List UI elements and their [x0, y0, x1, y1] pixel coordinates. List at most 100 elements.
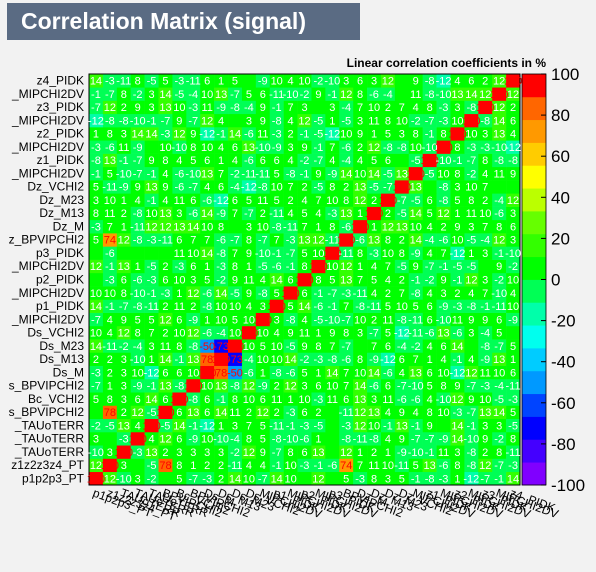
heatmap-cell — [339, 246, 354, 260]
heatmap-cell — [228, 233, 243, 247]
heatmap-cell — [478, 299, 493, 313]
heatmap-cell — [297, 431, 312, 446]
heatmap-cell — [172, 325, 187, 340]
cell-value-label: -2 — [494, 275, 504, 287]
cell-value-label: 5 — [260, 434, 266, 446]
heatmap-cell — [102, 471, 118, 486]
heatmap-cell — [116, 378, 132, 393]
heatmap-cell — [492, 312, 507, 327]
cell-value-label: -1 — [439, 261, 449, 273]
cell-value-label: 8 — [121, 89, 127, 101]
heatmap-cell — [325, 87, 340, 101]
heatmap-cell — [422, 193, 437, 207]
heatmap-cell — [408, 431, 423, 446]
cell-value-label: 7 — [399, 102, 405, 114]
heatmap-cell — [283, 325, 298, 340]
heatmap-cell — [158, 153, 173, 168]
heatmap-cell — [158, 113, 173, 128]
cell-value-label: 3 — [371, 76, 377, 88]
heatmap-cell — [214, 233, 229, 247]
cell-value-label: 7 — [385, 261, 391, 273]
cell-value-label: -6 — [105, 248, 115, 260]
cell-value-label: -4 — [230, 434, 240, 446]
cell-value-label: 3 — [190, 275, 196, 287]
cell-value-label: 10 — [326, 195, 338, 207]
heatmap-cell — [339, 378, 354, 393]
heatmap-cell — [450, 471, 465, 486]
cell-value-label: -6 — [369, 381, 379, 393]
cell-value-label: 12 — [340, 447, 352, 459]
heatmap-cell — [367, 100, 382, 115]
heatmap-cell — [436, 166, 451, 181]
cell-value-label: 12 — [118, 235, 130, 247]
cell-value-label: -11 — [186, 76, 201, 88]
cell-value-label: -8 — [508, 155, 518, 167]
cell-value-label: 2 — [162, 328, 168, 340]
cell-value-label: -10 — [491, 142, 507, 154]
heatmap-cell — [339, 365, 354, 380]
heatmap-cell — [241, 87, 257, 101]
heatmap-cell — [422, 219, 437, 234]
cell-value-label: 3 — [496, 420, 502, 432]
heatmap-cell — [200, 339, 215, 353]
heatmap-cell — [255, 193, 271, 207]
heatmap-cell — [367, 74, 382, 88]
heatmap-cell — [450, 339, 465, 353]
cell-value-label: 3 — [399, 129, 405, 141]
cell-value-label: 12 — [479, 460, 491, 472]
heatmap-cell — [186, 206, 201, 221]
heatmap-cell — [353, 113, 368, 128]
heatmap-cell — [255, 445, 271, 459]
cell-value-label: 11 — [257, 195, 268, 207]
heatmap-cell — [464, 193, 479, 207]
cell-value-label: 4 — [204, 182, 210, 194]
cell-value-label: 9 — [510, 168, 516, 180]
heatmap-cell — [408, 87, 423, 101]
cell-value-label: -8 — [425, 89, 435, 101]
heatmap-cell — [172, 219, 187, 234]
cell-value-label: 2 — [399, 235, 405, 247]
cell-value-label: 6 — [176, 314, 182, 326]
heatmap-cell — [269, 405, 284, 420]
cell-value-label: 2 — [371, 447, 377, 459]
cell-value-label: -3 — [369, 248, 379, 260]
heatmap-cell — [478, 100, 493, 115]
cell-value-label: -6 — [244, 155, 254, 167]
cell-value-label: 9 — [162, 182, 168, 194]
heatmap-cell — [130, 233, 145, 247]
heatmap-cell — [492, 418, 507, 433]
heatmap-cell — [394, 219, 410, 234]
cell-value-label: 11 — [438, 447, 449, 459]
heatmap-cell — [186, 74, 201, 88]
cell-value-label: 2 — [454, 288, 460, 300]
heatmap-cell — [325, 153, 340, 168]
heatmap-cell — [214, 166, 229, 181]
cell-value-label: -73 — [213, 341, 229, 353]
cell-value-label: -5 — [397, 208, 407, 220]
heatmap-cell — [394, 246, 410, 260]
heatmap-cell — [297, 87, 312, 101]
cell-value-label: 2 — [121, 407, 127, 419]
cell-value-label: -11 — [339, 248, 354, 260]
y-tick-label: _TAUoTERR — [14, 445, 84, 459]
heatmap-cell — [353, 405, 368, 420]
cell-value-label: 10 — [437, 168, 449, 180]
heatmap-cell — [394, 365, 410, 380]
cell-value-label: 2 — [385, 288, 391, 300]
heatmap-cell — [436, 325, 451, 340]
cell-value-label: 11 — [382, 314, 393, 326]
cell-value-label: -10 — [185, 168, 201, 180]
heatmap-cell — [186, 378, 201, 393]
cell-value-label: 5 — [274, 288, 280, 300]
cell-value-label: 100 — [254, 314, 272, 326]
heatmap-cell — [144, 392, 159, 406]
heatmap-cell — [116, 193, 132, 207]
heatmap-cell — [408, 352, 423, 366]
cell-value-label: 10 — [243, 394, 255, 406]
heatmap-cell — [325, 431, 340, 446]
cell-value-label: -4 — [133, 341, 143, 353]
cell-value-label: -1 — [216, 129, 226, 141]
cell-value-label: -1 — [314, 460, 324, 472]
heatmap-cell — [130, 445, 145, 459]
cell-value-label: 4 — [260, 275, 266, 287]
